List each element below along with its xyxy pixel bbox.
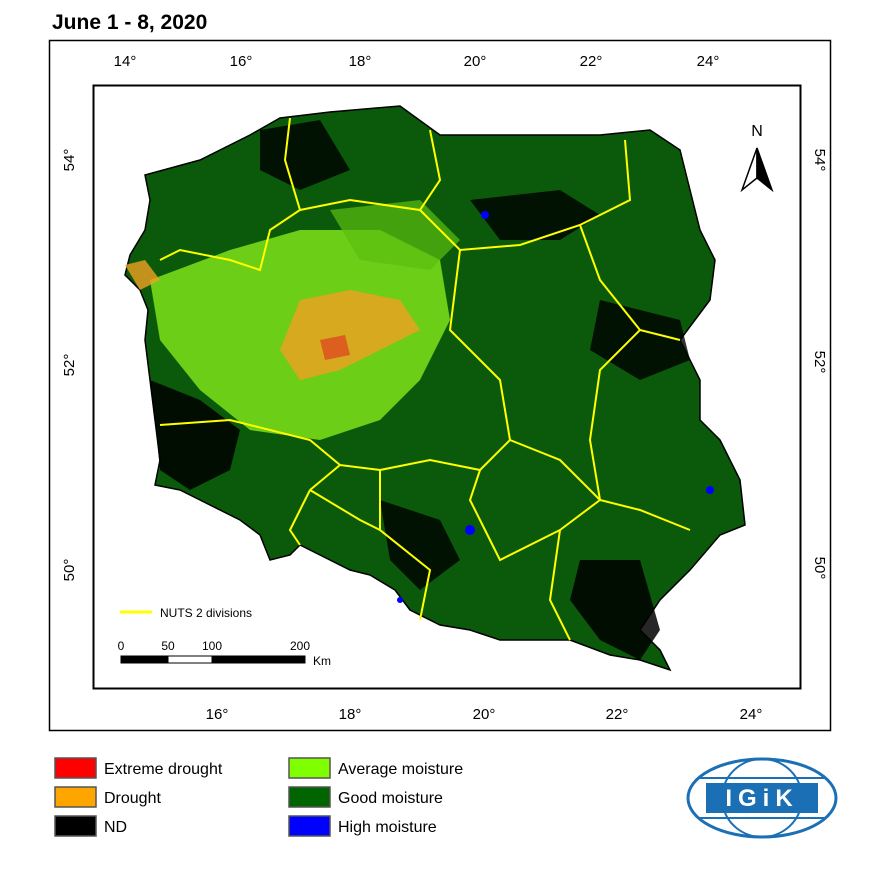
nd-area: [380, 500, 460, 590]
legend-label: Average moisture: [338, 761, 463, 778]
logo-text: IGiK: [725, 785, 798, 812]
logo: IGiK: [686, 757, 838, 839]
scale-label: 100: [202, 639, 222, 653]
left-label: 54°: [61, 149, 78, 172]
scale-segment: [211, 655, 306, 664]
left-label: 50°: [61, 559, 78, 582]
legend-swatch: [54, 757, 97, 779]
legend-label: High moisture: [338, 819, 437, 836]
generated: 14° 16° 18° 20° 22° 24° 16° 18° 20° 22° 24° 54° 52° 5…: [54, 53, 828, 837]
bottom-label: 24°: [740, 706, 763, 723]
legend-label: Extreme drought: [104, 761, 223, 778]
high-moisture-spot: [397, 597, 403, 603]
bottom-label: 20°: [473, 706, 496, 723]
nuts-border: [309, 489, 381, 531]
high-moisture-spot: [465, 525, 475, 535]
bottom-label: 22°: [606, 706, 629, 723]
nd-area: [470, 190, 600, 240]
bottom-label: 18°: [339, 706, 362, 723]
scale-label: 0: [118, 639, 125, 653]
legend-swatch: [288, 757, 331, 779]
legend-swatch: [54, 786, 97, 808]
scale-label: 50: [161, 639, 175, 653]
nd-area: [260, 120, 350, 190]
left-label: 52°: [61, 354, 78, 377]
top-label: 16°: [230, 53, 253, 70]
scale-segment: [167, 655, 213, 664]
right-label: 52°: [811, 351, 828, 374]
title: June 1 - 8, 2020: [52, 11, 207, 34]
scale-bar: [120, 655, 306, 664]
nuts-border: [579, 224, 681, 341]
top-label: 14°: [114, 53, 137, 70]
north-arrow: N: [740, 123, 774, 193]
top-label: 24°: [697, 53, 720, 70]
legend-swatch: [288, 786, 331, 808]
drought-area: [125, 260, 160, 290]
drought-area: [280, 290, 420, 380]
nd-area: [150, 380, 240, 490]
scale-segment: [120, 655, 169, 664]
legend-label: ND: [104, 819, 127, 836]
logo-band: [706, 783, 818, 813]
legend-label: Good moisture: [338, 790, 443, 807]
bottom-label: 16°: [206, 706, 229, 723]
nuts-border: [159, 418, 341, 466]
extreme-area: [320, 335, 350, 360]
top-label: 20°: [464, 53, 487, 70]
high-moisture-spot: [706, 486, 714, 494]
nuts-border: [288, 489, 311, 546]
outer-frame: [48, 39, 832, 732]
right-label: 54°: [811, 149, 828, 172]
north-arrow-right: [756, 147, 774, 193]
nuts-borders: [159, 117, 691, 641]
poland: [124, 105, 746, 672]
scale-unit: Km: [313, 654, 331, 668]
nd-area: [570, 560, 660, 660]
top-label: 18°: [349, 53, 372, 70]
right-label: 50°: [811, 557, 828, 580]
nd-area: [590, 300, 690, 380]
nuts-border: [159, 117, 302, 272]
nuts-border: [379, 470, 432, 621]
nuts-border: [509, 439, 691, 531]
top-label: 22°: [580, 53, 603, 70]
nuts-border: [468, 469, 561, 562]
legend-swatch: [288, 815, 331, 837]
legend-label: Drought: [104, 790, 161, 807]
north-label: N: [751, 123, 763, 140]
legend-swatch: [54, 815, 97, 837]
nuts-border: [419, 139, 632, 252]
nuts-legend-label: NUTS 2 divisions: [160, 606, 252, 620]
scale-label: 200: [290, 639, 310, 653]
high-moisture-spot: [481, 211, 489, 219]
